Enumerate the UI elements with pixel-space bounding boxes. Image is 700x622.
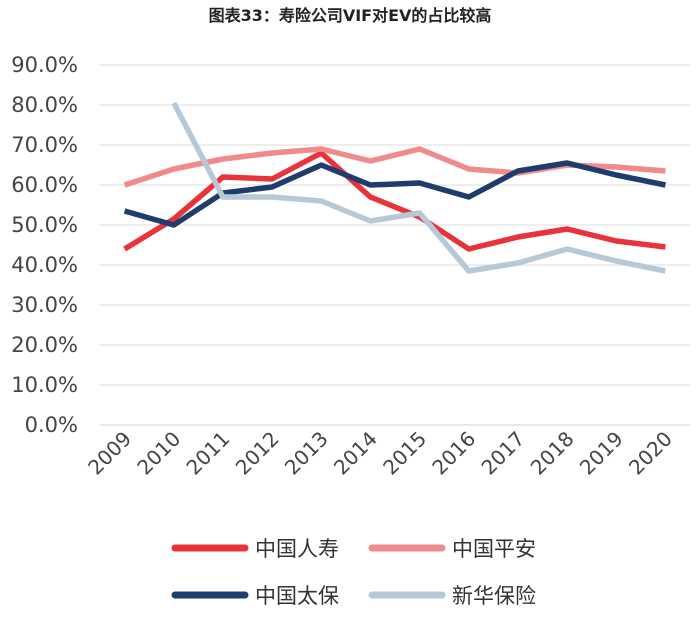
x-tick-label: 2016 <box>427 427 480 480</box>
y-tick-label: 70.0% <box>11 133 78 157</box>
x-tick-label: 2014 <box>329 427 382 480</box>
x-tick-label: 2011 <box>181 427 234 480</box>
x-axis-ticks: 2009201020112012201320142015201620172018… <box>83 427 677 480</box>
y-tick-label: 60.0% <box>11 173 78 197</box>
legend-label: 新华保险 <box>452 584 536 608</box>
x-tick-label: 2015 <box>378 427 431 480</box>
series-lines <box>123 101 666 274</box>
legend-label: 中国平安 <box>452 537 536 561</box>
y-tick-label: 90.0% <box>11 53 78 77</box>
x-tick-label: 2020 <box>624 427 677 480</box>
legend-label: 中国太保 <box>255 584 339 608</box>
chart-title: 图表33：寿险公司VIF对EV的占比较高 <box>208 6 492 25</box>
y-tick-label: 0.0% <box>25 413 78 437</box>
x-tick-label: 2017 <box>476 427 529 480</box>
x-tick-label: 2010 <box>132 427 185 480</box>
legend-label: 中国人寿 <box>255 537 339 561</box>
y-tick-label: 30.0% <box>11 293 78 317</box>
y-tick-label: 50.0% <box>11 213 78 237</box>
series-line <box>171 101 666 274</box>
grid-lines <box>100 64 690 426</box>
y-axis-ticks: 0.0% 10.0% 20.0% 30.0% 40.0% 50.0% 60.0% 70.0% 8… <box>11 53 78 437</box>
x-tick-label: 2012 <box>231 427 284 480</box>
y-tick-label: 10.0% <box>11 373 78 397</box>
x-tick-label: 2013 <box>280 427 333 480</box>
x-tick-label: 2018 <box>526 427 579 480</box>
y-tick-label: 40.0% <box>11 253 78 277</box>
y-tick-label: 20.0% <box>11 333 78 357</box>
x-tick-label: 2019 <box>575 427 628 480</box>
series-line <box>123 160 666 228</box>
y-tick-label: 80.0% <box>11 93 78 117</box>
x-tick-label: 2009 <box>83 427 136 480</box>
